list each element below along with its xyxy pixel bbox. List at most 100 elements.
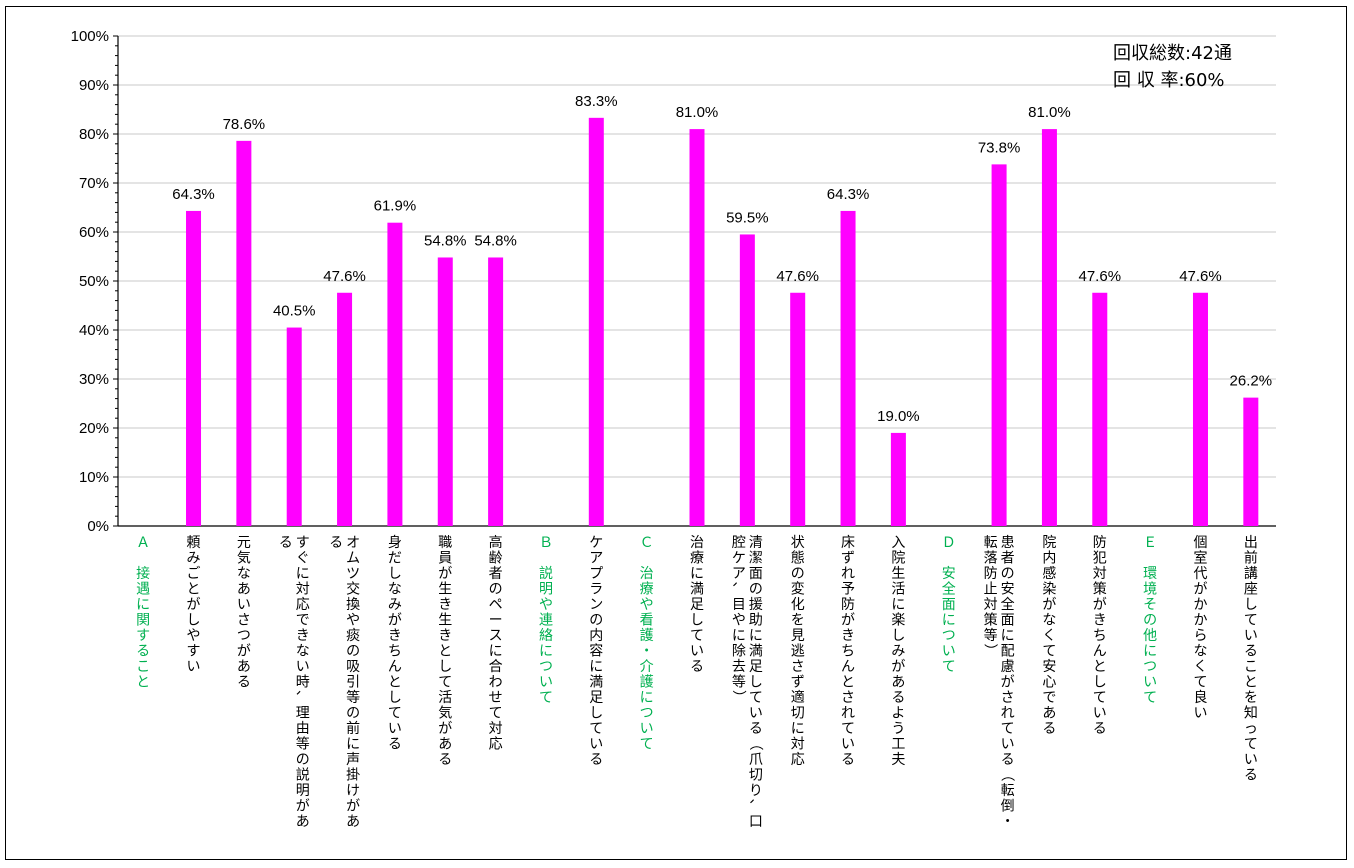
category-label-char: 入 bbox=[891, 535, 905, 551]
category-label-char: て bbox=[640, 737, 654, 753]
category-label-char: 前 bbox=[346, 720, 360, 737]
category-label-char: 切 bbox=[749, 768, 763, 784]
category-label-char: 明 bbox=[539, 582, 553, 598]
category-label-char: ん bbox=[388, 659, 402, 675]
category-label-char: る bbox=[841, 752, 855, 768]
category-label-char: る bbox=[237, 675, 251, 691]
category-label-char: 去 bbox=[732, 659, 746, 675]
category-label-char: 満 bbox=[589, 675, 603, 691]
category-label-char: 員 bbox=[438, 551, 452, 567]
category-label-char: い bbox=[640, 721, 654, 737]
bar bbox=[1041, 129, 1057, 526]
data-label: 26.2% bbox=[1230, 373, 1273, 390]
category-label-char: ず bbox=[791, 675, 805, 691]
category-label-char: つ bbox=[942, 628, 956, 644]
category-label-char: さ bbox=[237, 613, 251, 629]
category-label-char: 心 bbox=[1042, 675, 1056, 691]
category-label-char: て bbox=[1093, 690, 1107, 706]
category-label-char: 慮 bbox=[1001, 659, 1015, 675]
category-label-char: 転 bbox=[984, 535, 998, 551]
bar bbox=[1192, 292, 1208, 526]
bar bbox=[588, 117, 604, 526]
category-label-char: て bbox=[1244, 613, 1258, 629]
category-label-char: 足 bbox=[589, 690, 603, 706]
category-label-char: あ bbox=[891, 675, 905, 691]
category-label-char: 療 bbox=[690, 550, 704, 567]
category-label-char: 内 bbox=[589, 628, 603, 644]
category-label-char: す bbox=[187, 644, 201, 660]
data-label: 54.8% bbox=[474, 232, 517, 249]
category-label-char: ス bbox=[489, 628, 503, 644]
category-label-char: 護 bbox=[640, 675, 654, 691]
data-label: 47.6% bbox=[776, 268, 819, 285]
category-label-char: 、 bbox=[747, 799, 763, 813]
category-label-char: き bbox=[296, 628, 310, 644]
category-label-char: し bbox=[589, 706, 603, 722]
category-label-char: 換 bbox=[346, 597, 360, 613]
category-label-char: な bbox=[388, 582, 402, 598]
category-label-char: さ bbox=[1001, 690, 1015, 706]
y-tick-label: 30% bbox=[79, 371, 109, 388]
category-label-char: 助 bbox=[749, 613, 763, 629]
category-label-char: や bbox=[640, 597, 654, 613]
category-label-char: 院 bbox=[891, 551, 905, 567]
category-label-char: や bbox=[346, 613, 360, 629]
category-label-char: 環 bbox=[1143, 566, 1157, 582]
category-label-char: 等 bbox=[732, 674, 746, 691]
data-label: 81.0% bbox=[1028, 104, 1071, 121]
category-label-char: い bbox=[942, 644, 956, 660]
category-label-char: 境 bbox=[1143, 582, 1157, 598]
category-label-char: 連 bbox=[539, 613, 553, 629]
category-label-char: 療 bbox=[640, 581, 654, 598]
category-label-char: 対 bbox=[791, 737, 805, 753]
category-label-char: が bbox=[1193, 582, 1207, 598]
category-label-char: 潔 bbox=[749, 551, 763, 567]
category-label-char: 全 bbox=[942, 581, 956, 598]
category-label-char: 室 bbox=[1193, 550, 1207, 567]
category-label-char: さ bbox=[791, 659, 805, 675]
category-label-char: が bbox=[1093, 597, 1107, 613]
bar bbox=[337, 292, 353, 526]
category-label-char: ケ bbox=[589, 535, 603, 551]
category-label-char: ） bbox=[730, 690, 746, 704]
category-label-char: い bbox=[1143, 675, 1157, 691]
category-label-char: オ bbox=[346, 535, 360, 551]
data-label: 73.8% bbox=[978, 139, 1021, 156]
category-label-char: る bbox=[388, 737, 402, 753]
category-label-char: 看 bbox=[640, 613, 654, 629]
bar bbox=[790, 292, 806, 526]
category-label-char: に bbox=[749, 628, 763, 644]
category-label-char: の bbox=[346, 644, 360, 660]
chart-frame bbox=[5, 6, 1347, 860]
category-label-char: と bbox=[841, 675, 855, 691]
category-label-char: 満 bbox=[690, 582, 704, 598]
category-label-char: 防 bbox=[1093, 535, 1107, 551]
summary-box: 回収総数:42通 回 収 率:60% bbox=[1113, 43, 1232, 91]
category-label-char: る bbox=[329, 535, 343, 551]
category-label-char: 個 bbox=[1193, 535, 1207, 551]
category-label-char: 腔 bbox=[732, 535, 746, 551]
category-label-char: か bbox=[1193, 597, 1207, 613]
bar bbox=[488, 257, 504, 526]
category-label-char: な bbox=[237, 566, 251, 582]
bar bbox=[236, 140, 252, 527]
category-label-char: 理 bbox=[296, 706, 310, 722]
category-label-char: Ｂ bbox=[539, 535, 553, 551]
category-label-char: な bbox=[1193, 644, 1207, 660]
category-label-char: 対 bbox=[1093, 566, 1107, 582]
category-label-char: ず bbox=[841, 551, 855, 567]
category-label-char: 等 bbox=[296, 736, 310, 753]
category-label-char: 逃 bbox=[791, 644, 805, 660]
category-label-char: 配 bbox=[1001, 644, 1015, 660]
category-label-char: に bbox=[891, 597, 905, 613]
category-label-char: 応 bbox=[791, 752, 805, 768]
category-label-char: る bbox=[589, 752, 603, 768]
category-label-char: っ bbox=[1244, 721, 1258, 737]
data-label: 59.5% bbox=[726, 209, 769, 226]
category-label-char: 犯 bbox=[1093, 551, 1107, 567]
category-label-char: き bbox=[438, 628, 452, 644]
